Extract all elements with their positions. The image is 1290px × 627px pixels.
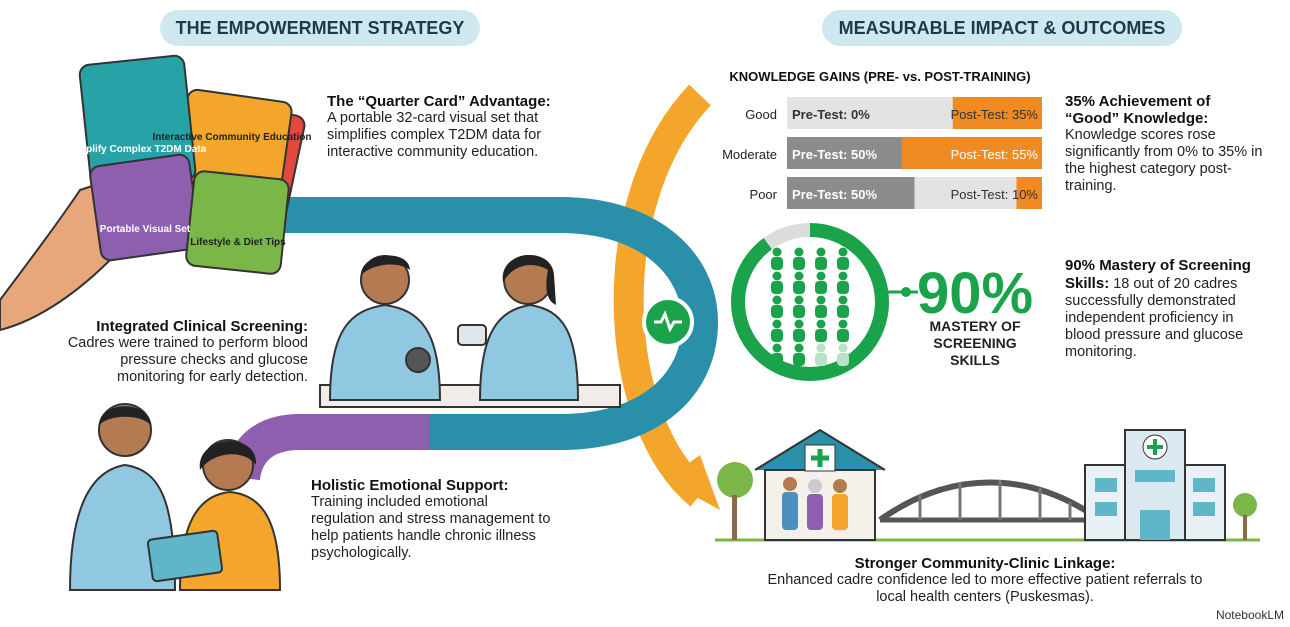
strategy-title: The “Quarter Card” Advantage: (327, 93, 575, 110)
person-head (839, 320, 848, 329)
mastery-value: 90% (917, 261, 1033, 326)
category-label: Good (745, 107, 777, 122)
donut-arc (738, 230, 882, 374)
person-head (817, 296, 826, 305)
outcome-text: Enhanced cadre confidence led to more ef… (768, 572, 1203, 605)
category-label: Poor (750, 187, 778, 202)
outcome-title: Stronger Community-Clinic Linkage: (765, 555, 1205, 572)
infographic: THE EMPOWERMENT STRATEGY MEASURABLE IMPA… (0, 0, 1290, 627)
person-body (793, 353, 805, 366)
right-header: MEASURABLE IMPACT & OUTCOMES (839, 18, 1166, 38)
person-body (815, 257, 827, 270)
outcome-card: Stronger Community-Clinic Linkage: Enhan… (765, 555, 1205, 606)
person-body (771, 305, 783, 318)
person-head (795, 272, 804, 281)
person-body (793, 257, 805, 270)
person-head (839, 272, 848, 281)
person-body (837, 353, 849, 366)
mastery-donut (738, 230, 882, 374)
bridge (880, 480, 1100, 520)
person-head (773, 248, 782, 257)
card-label: Interactive Community Education (153, 132, 312, 143)
strategy-title: Holistic Emotional Support: (311, 477, 551, 494)
person-head (795, 344, 804, 353)
post-label: Post-Test: 55% (951, 147, 1039, 162)
person-head (795, 248, 804, 257)
person-head (817, 320, 826, 329)
family (782, 477, 848, 530)
person-head (773, 272, 782, 281)
person-body (793, 281, 805, 294)
person-head (817, 344, 826, 353)
person-body (837, 257, 849, 270)
person-head (795, 320, 804, 329)
outcome-title: 35% Achievement of “Good” Knowledge: (1065, 93, 1265, 127)
cadre-right (480, 255, 578, 400)
mastery-caption: MASTERY OF SCREENING SKILLS (910, 318, 1040, 369)
bar-chart: Good Pre-Test: 0% Post-Test: 35% Moderate Pr… (722, 97, 1042, 209)
person-body (815, 353, 827, 366)
pre-label: Pre-Test: 0% (792, 107, 870, 122)
person-body (771, 257, 783, 270)
person-body (837, 305, 849, 318)
card-label: Simplify Complex T2DM Data (68, 144, 207, 155)
chart-title: KNOWLEDGE GAINS (PRE- vs. POST-TRAINING) (729, 69, 1030, 84)
cadre-left (330, 255, 440, 400)
outcome-text: Knowledge scores rose significantly from… (1065, 127, 1262, 194)
person-body (837, 329, 849, 342)
outcome-card: 35% Achievement of “Good” Knowledge: Kno… (1065, 93, 1265, 195)
strategy-text: A portable 32-card visual set that simpl… (327, 110, 541, 160)
outcome-card: 90% Mastery of Screening Skills: 18 out … (1065, 257, 1265, 361)
strategy-card: Holistic Emotional Support: Training inc… (311, 477, 551, 562)
person-head (817, 272, 826, 281)
strategy-title: Integrated Clinical Screening: (58, 318, 308, 335)
strategy-text: Cadres were trained to perform blood pre… (68, 335, 308, 385)
post-label: Post-Test: 10% (951, 187, 1039, 202)
card-label: Portable Visual Set (100, 224, 191, 235)
purple-arrow (242, 432, 430, 478)
footer: NotebookLM (1216, 607, 1284, 624)
strategy-card: The “Quarter Card” Advantage: A portable… (327, 93, 575, 161)
card-label: Lifestyle & Diet Tips (190, 237, 286, 248)
person-head (839, 296, 848, 305)
person-body (793, 305, 805, 318)
strategy-text: Training included emotional regulation a… (311, 494, 550, 561)
person-head (817, 248, 826, 257)
person-head (773, 296, 782, 305)
connector-dot (901, 287, 911, 297)
person-head (839, 248, 848, 257)
glucometer (458, 325, 486, 345)
person-head (795, 296, 804, 305)
bp-gauge (406, 348, 430, 372)
village-house (717, 430, 885, 540)
person-head (773, 344, 782, 353)
person-body (815, 329, 827, 342)
person-head (773, 320, 782, 329)
left-header: THE EMPOWERMENT STRATEGY (176, 18, 465, 38)
category-label: Moderate (722, 147, 777, 162)
post-label: Post-Test: 35% (951, 107, 1039, 122)
person-body (771, 353, 783, 366)
person-body (771, 329, 783, 342)
person-body (793, 329, 805, 342)
person-body (837, 281, 849, 294)
hospital (1085, 430, 1257, 540)
person-head (839, 344, 848, 353)
person-body (815, 305, 827, 318)
person-body (815, 281, 827, 294)
pre-label: Pre-Test: 50% (792, 147, 877, 162)
pre-label: Pre-Test: 50% (792, 187, 877, 202)
strategy-card: Integrated Clinical Screening: Cadres we… (58, 318, 308, 386)
person-body (771, 281, 783, 294)
